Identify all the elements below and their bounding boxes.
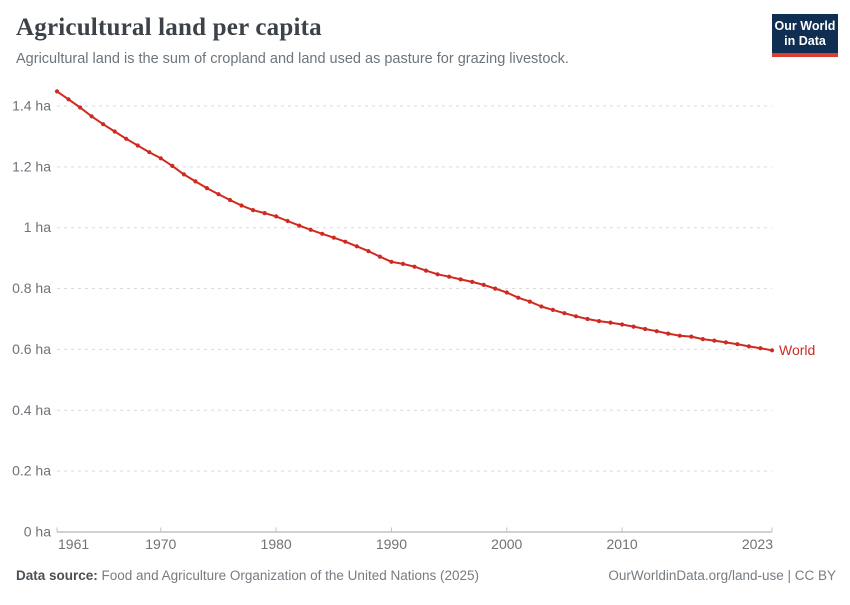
y-tick-label: 0.4 ha xyxy=(12,402,51,418)
data-point[interactable] xyxy=(274,214,279,219)
page-title: Agricultural land per capita xyxy=(16,14,322,41)
data-point[interactable] xyxy=(204,186,209,191)
data-point[interactable] xyxy=(539,304,544,309)
data-point[interactable] xyxy=(216,192,221,197)
x-tick-label: 1980 xyxy=(261,536,292,552)
data-point[interactable] xyxy=(377,254,382,259)
data-point[interactable] xyxy=(447,274,452,279)
data-point[interactable] xyxy=(723,340,729,345)
data-point[interactable] xyxy=(320,231,325,236)
data-point[interactable] xyxy=(700,337,705,342)
data-point[interactable] xyxy=(170,163,175,168)
data-point[interactable] xyxy=(239,203,244,208)
data-point[interactable] xyxy=(308,227,313,232)
data-point[interactable] xyxy=(527,299,532,304)
data-point[interactable] xyxy=(262,211,267,216)
data-point[interactable] xyxy=(643,326,648,332)
data-point[interactable] xyxy=(124,136,129,141)
x-tick-label: 1961 xyxy=(58,536,89,552)
series-end-label[interactable]: World xyxy=(779,342,815,358)
data-point[interactable] xyxy=(585,316,590,322)
chart-subtitle: Agricultural land is the sum of cropland… xyxy=(16,51,569,67)
owid-logo-line1: Our World xyxy=(774,18,836,33)
data-point[interactable] xyxy=(550,307,556,312)
data-point[interactable] xyxy=(769,348,775,353)
data-point[interactable] xyxy=(366,249,371,254)
data-point[interactable] xyxy=(354,244,359,249)
data-point[interactable] xyxy=(573,314,579,319)
data-point[interactable] xyxy=(54,89,60,94)
x-tick-label: 2010 xyxy=(607,536,638,552)
data-point[interactable] xyxy=(504,290,509,295)
data-point[interactable] xyxy=(389,259,394,264)
data-point[interactable] xyxy=(470,279,475,284)
data-point[interactable] xyxy=(493,286,498,291)
data-source-text: Food and Agriculture Organization of the… xyxy=(97,568,480,583)
data-point[interactable] xyxy=(181,172,186,177)
data-point[interactable] xyxy=(89,114,94,119)
data-point[interactable] xyxy=(400,261,406,266)
data-point[interactable] xyxy=(331,235,336,240)
data-point[interactable] xyxy=(135,143,140,148)
data-point[interactable] xyxy=(746,344,752,349)
data-point[interactable] xyxy=(712,338,717,343)
x-tick-label: 1970 xyxy=(145,536,176,552)
credit-link[interactable]: OurWorldinData.org/land-use | CC BY xyxy=(608,568,836,583)
y-tick-label: 1.4 ha xyxy=(12,97,51,113)
x-tick-label: 2023 xyxy=(742,536,773,552)
data-point[interactable] xyxy=(435,272,440,277)
y-tick-label: 1 ha xyxy=(24,219,51,235)
data-point[interactable] xyxy=(631,324,636,329)
data-point[interactable] xyxy=(677,333,682,338)
data-source-note: Data source: Food and Agriculture Organi… xyxy=(16,568,479,583)
x-tick-label: 1990 xyxy=(376,536,407,552)
data-point[interactable] xyxy=(735,342,740,347)
y-tick-label: 0.6 ha xyxy=(12,341,51,357)
data-point[interactable] xyxy=(458,277,463,282)
chart-header: Agricultural land per capita Agricultura… xyxy=(16,14,760,67)
data-point[interactable] xyxy=(193,179,198,184)
y-tick-label: 0.8 ha xyxy=(12,280,51,296)
data-point[interactable] xyxy=(78,105,83,110)
owid-logo-text: Our World in Data xyxy=(775,19,836,49)
data-point[interactable] xyxy=(297,223,302,228)
data-point[interactable] xyxy=(412,264,417,269)
owid-logo[interactable]: Our World in Data xyxy=(772,14,838,57)
data-point[interactable] xyxy=(250,208,256,213)
data-point[interactable] xyxy=(481,282,486,287)
y-tick-label: 0 ha xyxy=(24,524,51,540)
data-point[interactable] xyxy=(654,329,659,334)
data-point[interactable] xyxy=(227,197,233,203)
data-point[interactable] xyxy=(158,156,163,161)
data-point[interactable] xyxy=(608,320,613,325)
y-tick-label: 0.2 ha xyxy=(12,463,51,479)
data-point[interactable] xyxy=(101,122,106,127)
data-source-label: Data source: xyxy=(16,568,98,583)
data-point[interactable] xyxy=(112,129,117,134)
data-point[interactable] xyxy=(666,331,671,336)
owid-logo-line2: in Data xyxy=(784,33,826,48)
data-point[interactable] xyxy=(516,295,521,300)
data-point[interactable] xyxy=(343,239,348,244)
data-point[interactable] xyxy=(689,334,694,339)
data-point[interactable] xyxy=(758,346,763,351)
data-point[interactable] xyxy=(423,268,429,273)
y-tick-label: 1.2 ha xyxy=(12,158,51,174)
series-line-world[interactable] xyxy=(56,90,773,352)
data-point[interactable] xyxy=(562,311,567,316)
x-tick-label: 2000 xyxy=(491,536,522,552)
data-point[interactable] xyxy=(596,319,602,324)
data-point[interactable] xyxy=(620,322,625,327)
data-point[interactable] xyxy=(285,218,290,224)
data-point[interactable] xyxy=(66,97,71,102)
data-point[interactable] xyxy=(147,150,152,155)
chart-footer: Data source: Food and Agriculture Organi… xyxy=(16,568,836,586)
